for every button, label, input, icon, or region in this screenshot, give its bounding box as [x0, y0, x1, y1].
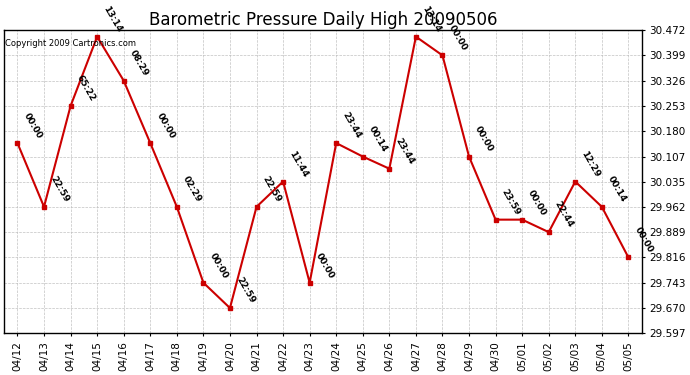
Text: 22:59: 22:59: [48, 175, 70, 204]
Text: 65:22: 65:22: [75, 74, 97, 103]
Text: 23:44: 23:44: [393, 136, 416, 166]
Text: 00:00: 00:00: [21, 111, 43, 140]
Text: 00:00: 00:00: [633, 226, 654, 255]
Text: 08:29: 08:29: [128, 49, 150, 78]
Text: 13:14: 13:14: [101, 4, 124, 34]
Text: 13:14: 13:14: [420, 4, 442, 34]
Text: 22:59: 22:59: [234, 276, 256, 305]
Text: 00:00: 00:00: [526, 188, 548, 217]
Text: 23:59: 23:59: [500, 188, 522, 217]
Text: 00:00: 00:00: [473, 125, 495, 154]
Text: 11:44: 11:44: [287, 149, 310, 179]
Text: 00:00: 00:00: [208, 251, 229, 280]
Text: 00:14: 00:14: [606, 175, 628, 204]
Text: 12:29: 12:29: [580, 149, 602, 179]
Text: 00:00: 00:00: [314, 251, 335, 280]
Title: Barometric Pressure Daily High 20090506: Barometric Pressure Daily High 20090506: [148, 10, 497, 28]
Text: Copyright 2009 Cartronics.com: Copyright 2009 Cartronics.com: [5, 39, 136, 48]
Text: 00:14: 00:14: [367, 124, 389, 154]
Text: 00:00: 00:00: [155, 111, 176, 140]
Text: 22:59: 22:59: [261, 175, 283, 204]
Text: 02:29: 02:29: [181, 175, 203, 204]
Text: 22:44: 22:44: [553, 200, 575, 230]
Text: 23:44: 23:44: [340, 111, 363, 140]
Text: 00:00: 00:00: [446, 24, 469, 52]
